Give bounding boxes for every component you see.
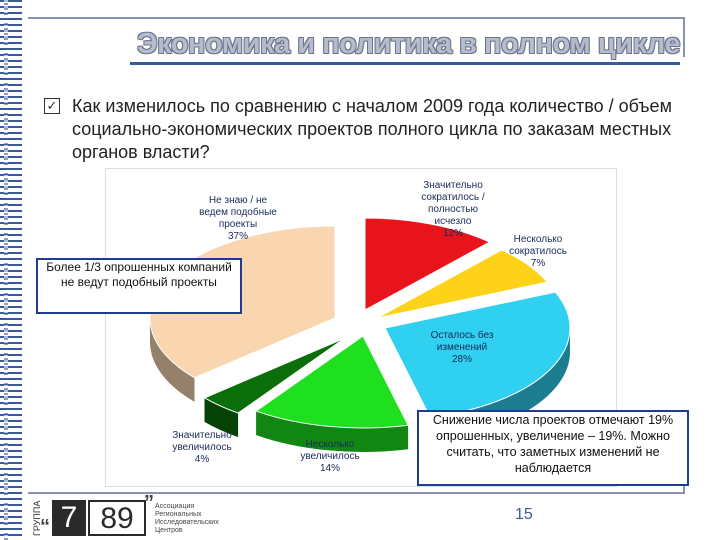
callout-right: Снижение числа проектов отмечают 19% опр… xyxy=(417,410,689,486)
frame-bottom-line xyxy=(28,492,685,494)
title-underline xyxy=(130,62,680,65)
logo-quote-open: “ xyxy=(40,516,50,538)
label-dont-know: Не знаю / не ведем подобные проекты 37% xyxy=(199,195,277,242)
frame-right-line xyxy=(683,17,685,57)
pie-slice-1 xyxy=(376,249,549,319)
pie-slice-side-3 xyxy=(256,411,409,453)
pie-slice-side-5 xyxy=(150,318,195,402)
slide-title: Экономика и политика в полном цикле xyxy=(136,28,681,60)
frame-top-line xyxy=(28,17,685,19)
logo-text: Ассоциация Региональных Исследовательски… xyxy=(155,503,219,534)
question-text: Как изменилось по сравнению с началом 20… xyxy=(72,96,672,162)
pie-slice-0 xyxy=(364,217,491,311)
logo-7: 7 xyxy=(52,500,86,536)
label-decrease-slight: Несколько сократилось 7% xyxy=(509,234,567,269)
label-increase-strong: Значительно увеличилось 4% xyxy=(172,430,232,465)
checkbox-icon: ✓ xyxy=(44,98,60,114)
page-number: 15 xyxy=(515,506,533,523)
logo-quote-close: ” xyxy=(144,492,154,514)
label-decrease-strong: Значительно сократилось / полностью исчезло… xyxy=(421,180,485,239)
label-increase-slight: Несколько увеличилось 14% xyxy=(300,439,359,474)
pie-slice-3 xyxy=(255,335,409,429)
logo-89: 89 xyxy=(88,500,146,536)
left-decor-strip-inner xyxy=(4,0,8,540)
pie-slice-4 xyxy=(203,337,346,414)
callout-left: Более 1/3 опрошенных компаний не ведут п… xyxy=(36,258,242,314)
pie-slice-side-4 xyxy=(204,397,239,438)
label-no-change: Осталось без изменений 28% xyxy=(431,329,494,365)
